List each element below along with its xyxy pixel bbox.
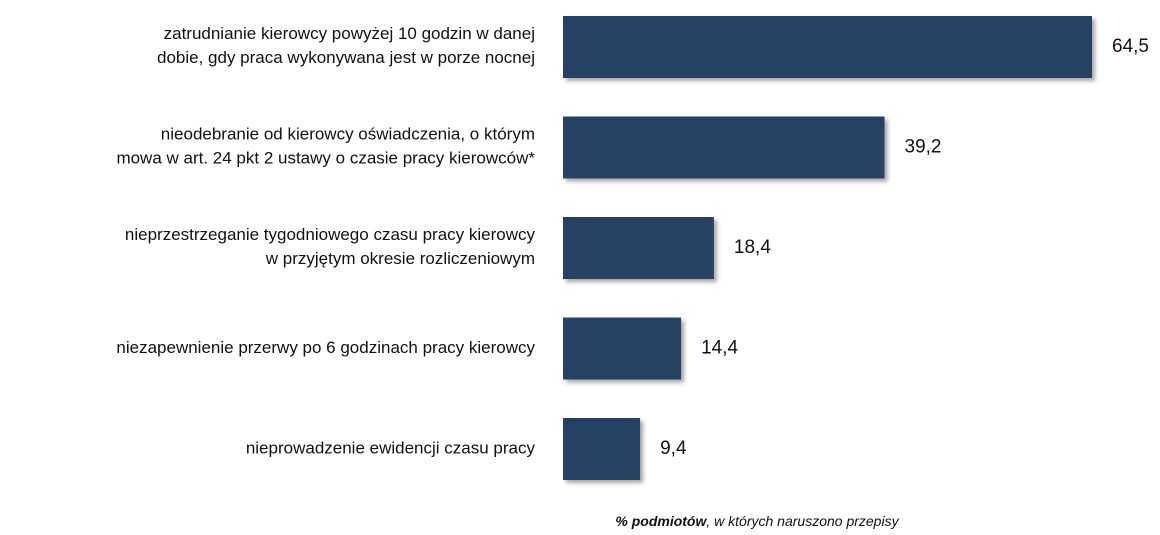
- bar: [563, 217, 714, 279]
- value-label: 39,2: [905, 137, 942, 158]
- bar: [563, 16, 1092, 78]
- category-label: nieodebranie od kierowcy oświadczenia, o…: [116, 125, 535, 168]
- category-label: nieprowadzenie ewidencji czasu pracy: [246, 438, 536, 457]
- category-label: zatrudnianie kierowcy powyżej 10 godzin …: [157, 24, 535, 67]
- category-label: nieprzestrzeganie tygodniowego czasu pra…: [125, 225, 536, 268]
- bar: [563, 418, 641, 480]
- category-label: niezapewnienie przerwy po 6 godzinach pr…: [116, 338, 535, 357]
- value-label: 18,4: [734, 237, 771, 258]
- x-axis-label-rest: , w których naruszono przepisy: [706, 513, 899, 529]
- x-axis-label: % podmiotów, w których naruszono przepis…: [615, 513, 899, 529]
- bar: [563, 317, 682, 380]
- x-axis-label-bold: % podmiotów: [615, 513, 707, 529]
- value-label: 64,5: [1112, 36, 1149, 57]
- value-label: 14,4: [701, 338, 738, 359]
- value-label: 9,4: [660, 438, 687, 459]
- bar: [563, 116, 885, 179]
